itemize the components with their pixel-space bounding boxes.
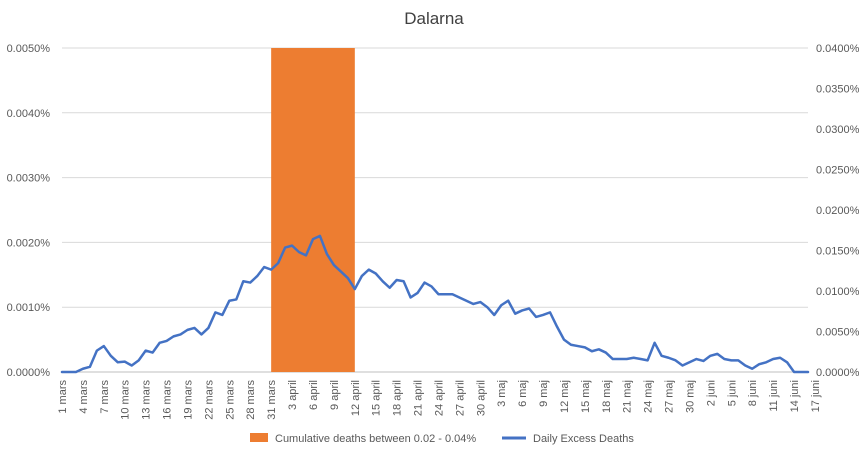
x-tick-label: 4 mars (78, 380, 90, 414)
x-tick-label: 27 april (454, 380, 466, 416)
gridlines (62, 47, 808, 373)
chart-title: Dalarna (404, 9, 464, 28)
y-left-tick-label: 0.0020% (7, 237, 51, 249)
x-tick-label: 10 mars (120, 380, 132, 420)
x-tick-label: 27 maj (664, 380, 676, 413)
right-axis: 0.0000% 0.0050% 0.0100% 0.0150% 0.0200% 0.025… (816, 43, 860, 379)
y-right-tick-label: 0.0000% (816, 367, 860, 379)
cumulative-deaths-band (271, 48, 355, 372)
x-tick-label: 30 maj (684, 380, 696, 413)
left-axis: 0.0000% 0.0010% 0.0020% 0.0030% 0.0040% 0.005… (7, 43, 51, 379)
x-tick-label: 8 juni (747, 380, 759, 406)
y-right-tick-label: 0.0250% (816, 165, 860, 177)
y-right-tick-label: 0.0350% (816, 84, 860, 96)
series-line-daily-excess-deaths (60, 234, 810, 374)
x-tick-label: 11 juni (768, 380, 780, 412)
x-tick-label: 30 april (475, 380, 487, 416)
legend-swatch-band (250, 433, 268, 442)
x-tick-label: 17 juni (810, 380, 822, 412)
x-tick-label: 16 mars (162, 380, 174, 420)
x-tick-label: 9 maj (538, 380, 550, 407)
x-tick-label: 18 maj (601, 380, 613, 413)
y-left-tick-label: 0.0000% (7, 367, 51, 379)
y-right-tick-label: 0.0200% (816, 205, 860, 217)
band-layer (271, 48, 355, 372)
x-tick-label: 24 maj (643, 380, 655, 413)
x-tick-label: 28 mars (245, 380, 257, 420)
x-tick-label: 22 mars (203, 380, 215, 420)
x-tick-label: 12 april (350, 380, 362, 416)
x-tick-label: 6 april (308, 380, 320, 410)
x-tick-label: 25 mars (224, 380, 236, 420)
y-left-tick-label: 0.0010% (7, 302, 51, 314)
x-tick-label: 13 mars (141, 380, 153, 420)
legend: Cumulative deaths between 0.02 - 0.04% D… (250, 433, 634, 445)
y-left-tick-label: 0.0050% (7, 43, 51, 55)
x-tick-label: 3 april (287, 380, 299, 410)
y-right-tick-label: 0.0300% (816, 124, 860, 136)
y-left-tick-label: 0.0030% (7, 173, 51, 185)
x-tick-label: 7 mars (99, 380, 111, 414)
y-left-tick-label: 0.0040% (7, 108, 51, 120)
x-tick-label: 5 juni (726, 380, 738, 406)
series-layer (60, 234, 810, 374)
x-tick-label: 3 maj (496, 380, 508, 407)
x-tick-label: 18 april (392, 380, 404, 416)
x-tick-label: 9 april (329, 380, 341, 410)
x-tick-label: 6 maj (517, 380, 529, 407)
y-right-tick-label: 0.0050% (816, 327, 860, 339)
y-right-tick-label: 0.0400% (816, 43, 860, 55)
x-tick-label: 2 juni (705, 380, 717, 406)
x-tick-label: 12 maj (559, 380, 571, 413)
x-tick-label: 15 maj (580, 380, 592, 413)
legend-label-line: Daily Excess Deaths (533, 433, 634, 445)
x-tick-label: 1 mars (57, 380, 69, 414)
x-tick-label: 15 april (371, 380, 383, 416)
x-tick-label: 14 juni (789, 380, 801, 412)
x-axis: 1 mars 4 mars 7 mars 10 mars 13 mars 16 mars 1… (57, 380, 822, 420)
x-tick-label: 21 maj (622, 380, 634, 413)
y-right-tick-label: 0.0100% (816, 286, 860, 298)
y-right-tick-label: 0.0150% (816, 246, 860, 258)
x-tick-label: 19 mars (182, 380, 194, 420)
x-tick-label: 21 april (413, 380, 425, 416)
x-tick-label: 24 april (433, 380, 445, 416)
x-tick-label: 31 mars (266, 380, 278, 420)
legend-label-band: Cumulative deaths between 0.02 - 0.04% (275, 433, 476, 445)
